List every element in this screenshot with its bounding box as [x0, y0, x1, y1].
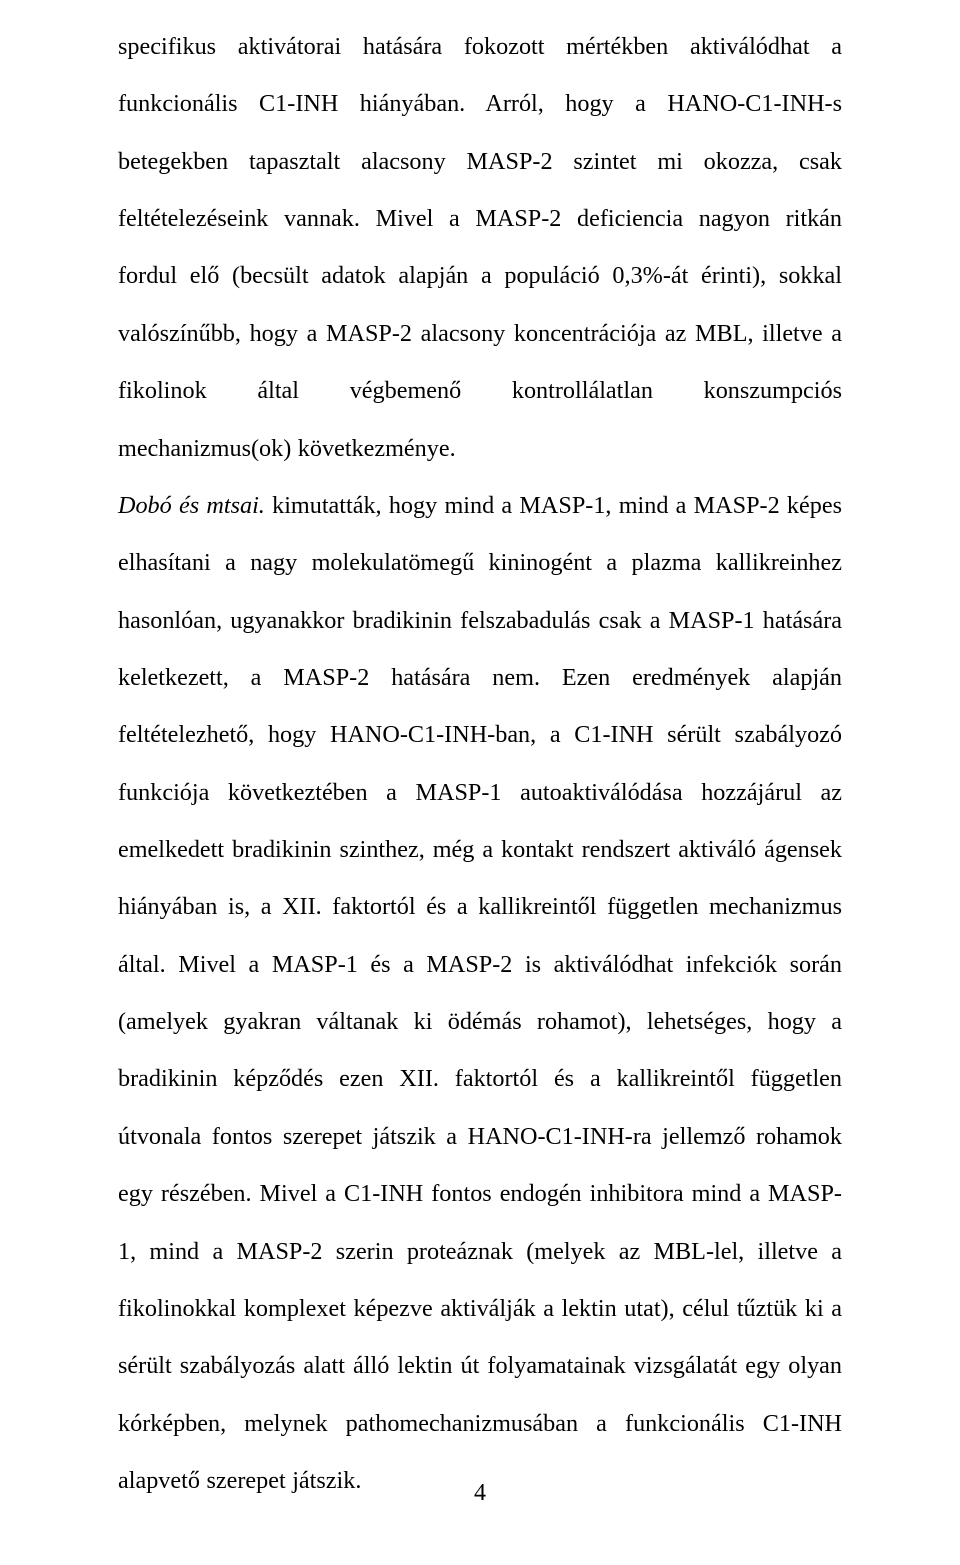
page-number: 4 — [0, 1480, 960, 1507]
body-text-rest: kimutatták, hogy mind a MASP-1, mind a M… — [118, 492, 842, 1494]
body-text-pre: specifikus aktivátorai hatására fokozott… — [118, 33, 842, 462]
author-citation: Dobó és mtsai. — [118, 492, 265, 519]
document-page: specifikus aktivátorai hatására fokozott… — [0, 0, 960, 1565]
body-paragraph: specifikus aktivátorai hatására fokozott… — [118, 18, 842, 1509]
